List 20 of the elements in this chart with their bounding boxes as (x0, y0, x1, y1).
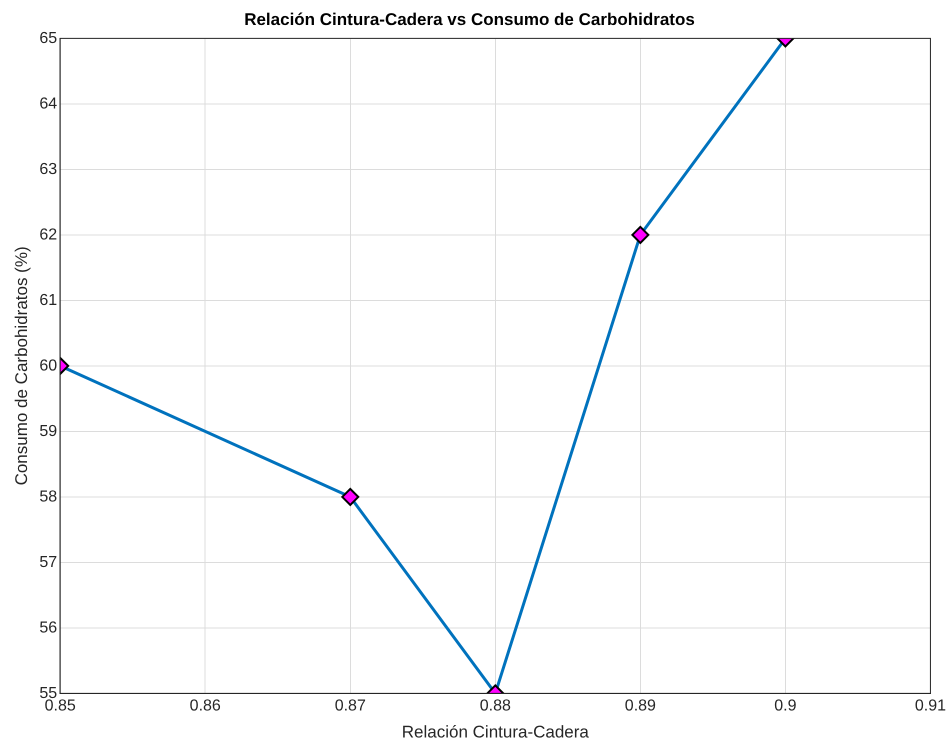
chart-title: Relación Cintura-Cadera vs Consumo de Carbohidratos (244, 10, 695, 29)
y-tick-label: 59 (39, 422, 58, 440)
x-tick-label: 0.91 (914, 697, 946, 714)
y-tick-label: 58 (39, 488, 58, 506)
y-tick-label: 65 (39, 30, 58, 47)
x-tick-label: 0.9 (774, 697, 797, 714)
x-tick-label: 0.88 (480, 697, 511, 714)
x-tick-label: 0.89 (624, 697, 656, 714)
y-axis-title: Consumo de Carbohidratos (%) (12, 246, 31, 486)
y-tick-label: 64 (39, 95, 58, 112)
y-tick-label: 60 (39, 357, 58, 374)
y-tick-label: 57 (39, 554, 58, 571)
x-tick-label: 0.85 (44, 697, 76, 714)
x-axis-title: Relación Cintura-Cadera (402, 722, 590, 742)
y-tick-label: 62 (39, 226, 58, 244)
y-tick-label: 56 (39, 619, 58, 636)
x-tick-label: 0.87 (334, 697, 366, 714)
y-tick-label: 63 (39, 160, 58, 178)
x-tick-label: 0.86 (190, 697, 221, 714)
y-tick-label: 61 (39, 292, 58, 309)
